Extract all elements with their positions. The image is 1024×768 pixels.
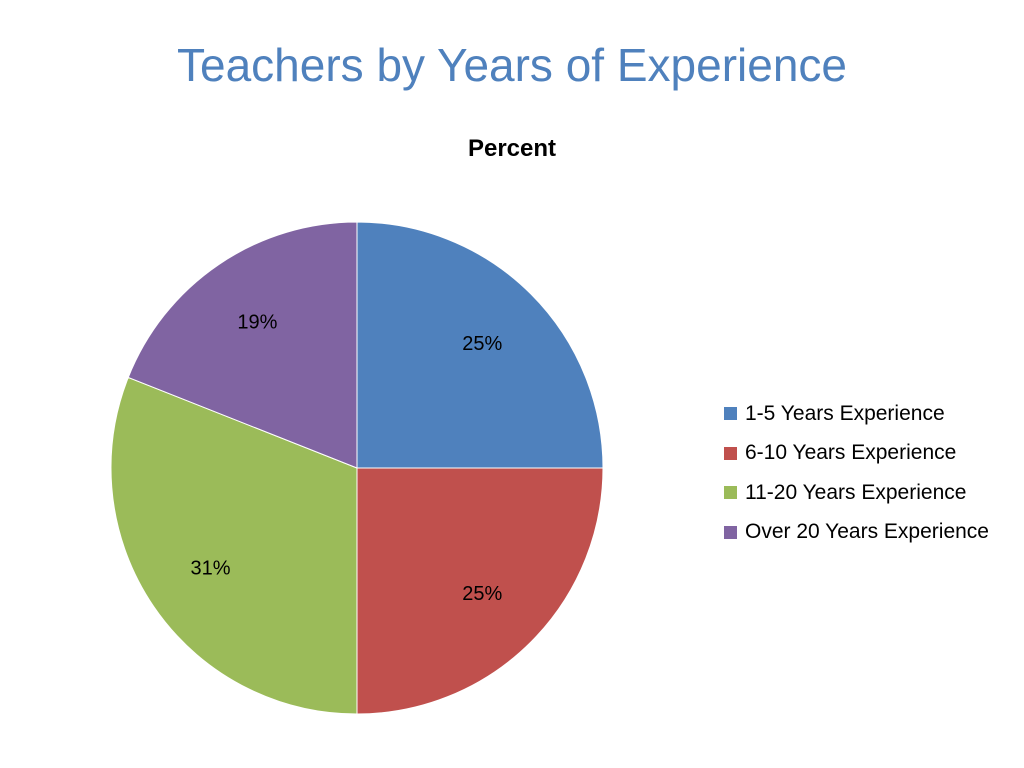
data-label-6-10-years: 25%: [462, 583, 502, 605]
data-label-11-20-years: 31%: [190, 558, 230, 580]
legend-swatch: [724, 407, 737, 421]
pie-slice-over-20-years: [127, 221, 358, 469]
data-label-1-5-years: 25%: [462, 333, 502, 355]
pie-slice-1-5-years: [356, 221, 604, 469]
legend-item: 11-20 Years Experience: [724, 473, 989, 513]
legend-item: 1-5 Years Experience: [724, 394, 989, 434]
chart-title: Percent: [467, 135, 557, 162]
legend-swatch: [724, 486, 737, 500]
legend-label: Over 20 Years Experience: [745, 520, 989, 544]
pie-slice-11-20-years: [110, 376, 358, 715]
legend-item: 6-10 Years Experience: [724, 434, 989, 474]
legend-item: Over 20 Years Experience: [724, 513, 989, 553]
legend-label: 11-20 Years Experience: [745, 480, 967, 504]
pie-slice-6-10-years: [356, 467, 604, 715]
legend-swatch: [724, 446, 737, 460]
legend-swatch: [724, 525, 737, 539]
data-label-over-20-years: 19%: [237, 312, 277, 334]
chart-legend: 1-5 Years Experience 6-10 Years Experien…: [724, 394, 989, 552]
slide-title: Teachers by Years of Experience: [177, 39, 847, 91]
legend-label: 6-10 Years Experience: [745, 441, 957, 465]
legend-label: 1-5 Years Experience: [745, 401, 945, 425]
